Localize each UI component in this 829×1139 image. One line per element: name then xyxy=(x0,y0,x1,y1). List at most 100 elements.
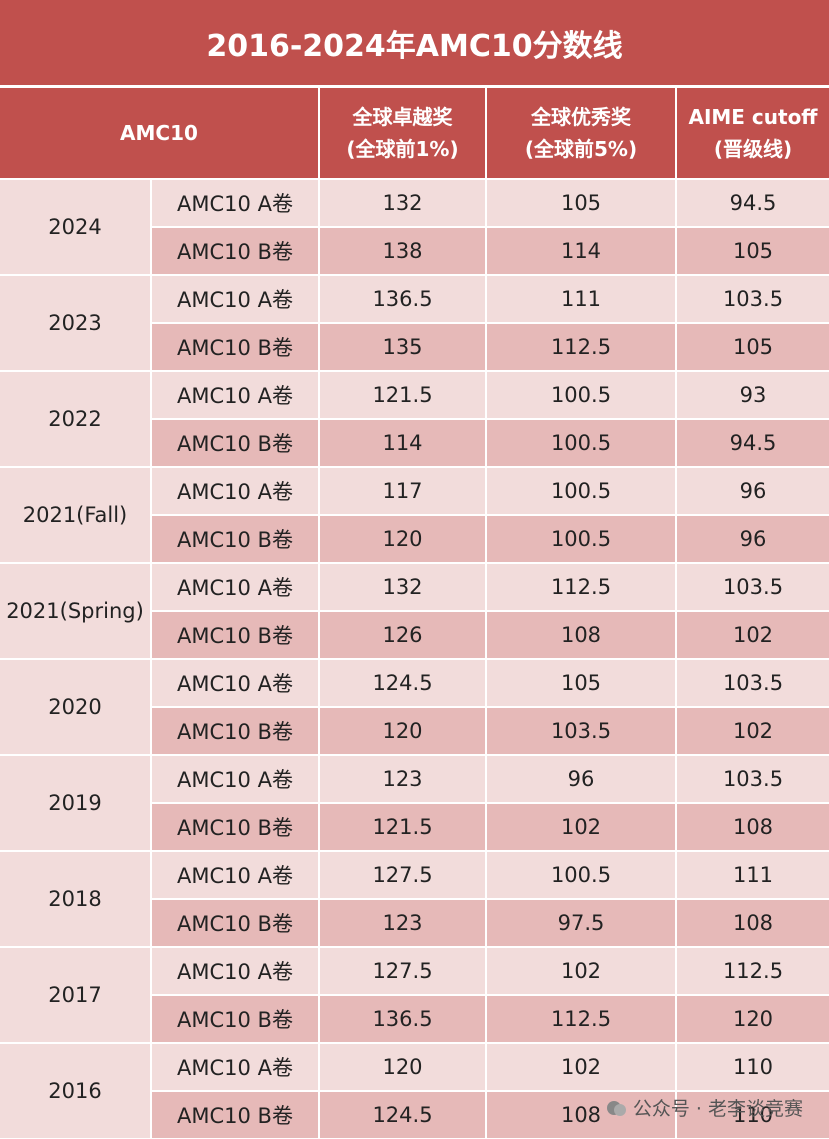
value-cell: 110 xyxy=(677,1092,829,1138)
year: 2024 xyxy=(48,215,102,239)
header-text: (全球前5%) xyxy=(524,137,638,161)
paper: AMC10 B卷 xyxy=(177,1008,293,1032)
value: 121.5 xyxy=(372,383,433,407)
value-cell: 138 xyxy=(320,228,485,274)
value-cell: 112.5 xyxy=(487,996,675,1042)
paper: AMC10 A卷 xyxy=(177,480,293,504)
value: 108 xyxy=(732,815,774,839)
value: 108 xyxy=(560,623,602,647)
year: 2017 xyxy=(48,983,102,1007)
value-cell: 111 xyxy=(487,276,675,322)
value-cell: 102 xyxy=(487,1044,675,1090)
value: 138 xyxy=(382,239,423,263)
value-cell: 108 xyxy=(677,804,829,850)
paper-cell: AMC10 A卷 xyxy=(152,564,318,610)
value: 102 xyxy=(560,959,602,983)
value-cell: 121.5 xyxy=(320,804,485,850)
value: 100.5 xyxy=(550,431,612,455)
value: 124.5 xyxy=(372,671,433,695)
paper: AMC10 A卷 xyxy=(177,384,293,408)
value-cell: 105 xyxy=(487,660,675,706)
year: 2023 xyxy=(48,311,102,335)
header-cell: 全球卓越奖 (全球前1%) xyxy=(320,88,485,178)
value: 103.5 xyxy=(550,719,612,743)
value: 117 xyxy=(382,479,423,503)
value: 136.5 xyxy=(372,1007,433,1031)
value: 132 xyxy=(382,191,423,215)
value: 96 xyxy=(567,767,595,791)
paper-cell: AMC10 B卷 xyxy=(152,516,318,562)
value: 112.5 xyxy=(722,959,784,983)
paper-cell: AMC10 B卷 xyxy=(152,420,318,466)
value: 112.5 xyxy=(550,1007,612,1031)
value: 102 xyxy=(732,719,774,743)
paper: AMC10 A卷 xyxy=(177,288,293,312)
value: 123 xyxy=(382,767,423,791)
value: 124.5 xyxy=(372,1103,433,1127)
year-cell: 2017 xyxy=(0,948,150,1042)
value: 136.5 xyxy=(372,287,433,311)
paper: AMC10 A卷 xyxy=(177,1056,293,1080)
value-cell: 127.5 xyxy=(320,852,485,898)
year-cell: 2021(Fall) xyxy=(0,468,150,562)
value: 108 xyxy=(560,1103,602,1127)
paper: AMC10 B卷 xyxy=(177,528,293,552)
value-cell: 112.5 xyxy=(487,324,675,370)
value: 127.5 xyxy=(372,863,433,887)
paper: AMC10 A卷 xyxy=(177,864,293,888)
paper-cell: AMC10 A卷 xyxy=(152,756,318,802)
paper-cell: AMC10 A卷 xyxy=(152,276,318,322)
paper: AMC10 B卷 xyxy=(177,336,293,360)
year: 2021(Fall) xyxy=(22,503,128,527)
value-cell: 136.5 xyxy=(320,996,485,1042)
value-cell: 97.5 xyxy=(487,900,675,946)
paper-cell: AMC10 B卷 xyxy=(152,804,318,850)
value: 94.5 xyxy=(729,191,777,215)
value: 111 xyxy=(732,863,774,887)
paper-cell: AMC10 B卷 xyxy=(152,228,318,274)
value-cell: 111 xyxy=(677,852,829,898)
paper: AMC10 B卷 xyxy=(177,432,293,456)
value-cell: 117 xyxy=(320,468,485,514)
value-cell: 120 xyxy=(677,996,829,1042)
value-cell: 108 xyxy=(677,900,829,946)
value-cell: 108 xyxy=(487,612,675,658)
header-text: 全球卓越奖 xyxy=(352,105,453,129)
year-cell: 2019 xyxy=(0,756,150,850)
value: 112.5 xyxy=(550,335,612,359)
paper: AMC10 A卷 xyxy=(177,768,293,792)
value-cell: 102 xyxy=(487,804,675,850)
paper: AMC10 B卷 xyxy=(177,720,293,744)
paper-cell: AMC10 A卷 xyxy=(152,468,318,514)
header-group: AMC10 xyxy=(0,88,318,178)
value-cell: 100.5 xyxy=(487,372,675,418)
value-cell: 94.5 xyxy=(677,180,829,226)
value-cell: 136.5 xyxy=(320,276,485,322)
value-cell: 102 xyxy=(677,708,829,754)
value: 108 xyxy=(732,911,774,935)
header-text: AIME cutoff xyxy=(688,105,818,129)
value: 110 xyxy=(732,1103,774,1127)
value-cell: 112.5 xyxy=(487,564,675,610)
year: 2021(Spring) xyxy=(6,599,144,623)
paper-cell: AMC10 B卷 xyxy=(152,324,318,370)
value-cell: 105 xyxy=(487,180,675,226)
paper-cell: AMC10 B卷 xyxy=(152,708,318,754)
value: 114 xyxy=(382,431,423,455)
value-cell: 100.5 xyxy=(487,468,675,514)
value: 103.5 xyxy=(722,767,784,791)
value: 120 xyxy=(382,719,423,743)
value: 120 xyxy=(382,527,423,551)
value-cell: 103.5 xyxy=(487,708,675,754)
value-cell: 100.5 xyxy=(487,516,675,562)
value: 123 xyxy=(382,911,423,935)
value-cell: 103.5 xyxy=(677,660,829,706)
paper-cell: AMC10 B卷 xyxy=(152,900,318,946)
value-cell: 124.5 xyxy=(320,660,485,706)
header-cell: AIME cutoff (晋级线) xyxy=(677,88,829,178)
value: 103.5 xyxy=(722,287,784,311)
value: 103.5 xyxy=(722,575,784,599)
year-cell: 2018 xyxy=(0,852,150,946)
value: 94.5 xyxy=(729,431,777,455)
paper: AMC10 B卷 xyxy=(177,240,293,264)
